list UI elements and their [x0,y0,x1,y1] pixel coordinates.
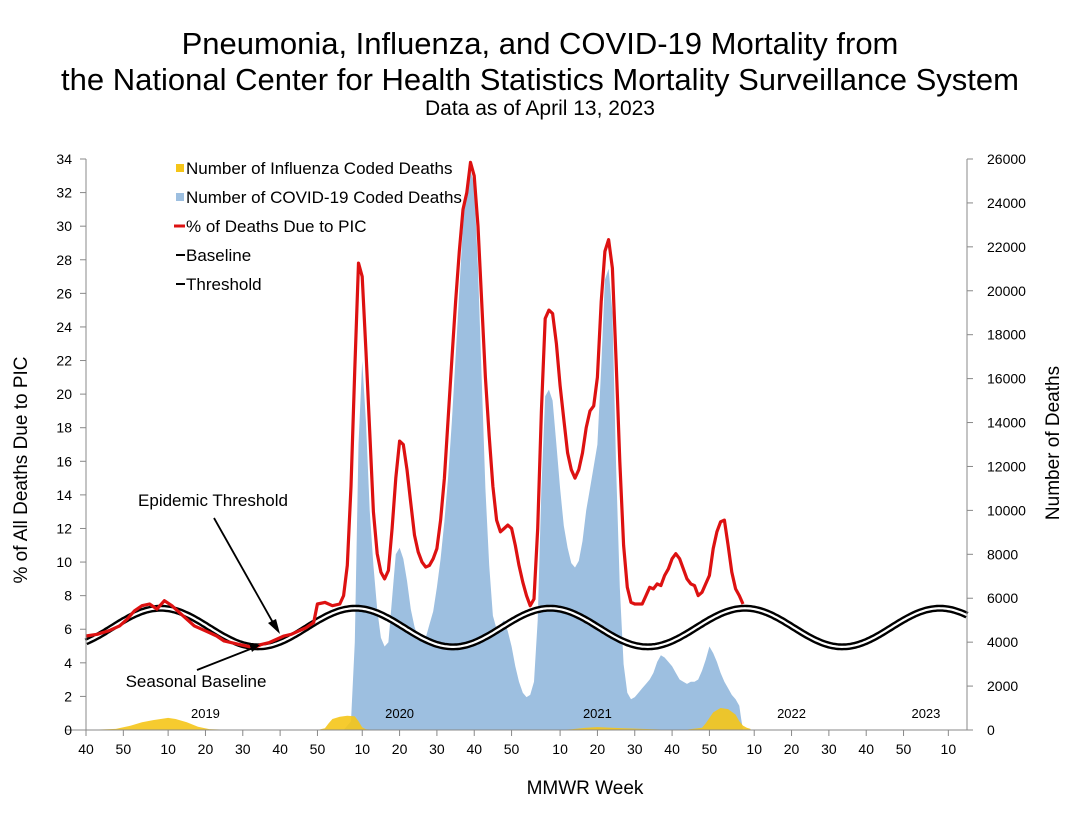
x-tick-label: 50 [896,741,912,757]
y-left-tick-label: 0 [64,722,72,738]
y-axis-left-title: % of All Deaths Due to PIC [11,356,32,583]
y-left-tick-label: 2 [64,688,72,704]
x-axis-title: MMWR Week [527,778,644,799]
area-layer [86,170,751,730]
x-tick-label: 40 [78,741,94,757]
y-right-tick-label: 16000 [987,371,1026,387]
x-tick-label: 30 [627,741,643,757]
legend-swatch-influenza [176,164,184,172]
threshold-arrow-head [268,619,280,634]
legend-label-covid: Number of COVID-19 Coded Deaths [186,188,462,207]
x-tick-label: 10 [941,741,957,757]
x-tick-label: 30 [235,741,251,757]
y-left-tick-label: 6 [64,621,72,637]
y-left-tick-label: 32 [56,185,72,201]
y-right-tick-label: 12000 [987,458,1026,474]
x-tick-label: 40 [664,741,680,757]
annotations: Epidemic Threshold Seasonal Baseline [126,491,288,691]
y-left-tick-label: 28 [56,252,72,268]
baseline-arrow-head [249,643,260,652]
y-right-tick-label: 20000 [987,283,1026,299]
x-tick-label: 40 [272,741,288,757]
x-tick-label: 10 [354,741,370,757]
year-label: 2021 [583,706,612,721]
x-tick-label: 20 [392,741,408,757]
pic-percent-line [85,160,745,650]
seasonal-baseline-annotation: Seasonal Baseline [126,672,267,691]
legend-swatch-covid [176,193,184,201]
year-label: 2023 [911,706,940,721]
y-left-tick-label: 24 [56,319,72,335]
y-right-tick-label: 26000 [987,151,1026,167]
x-tick-label: 50 [702,741,718,757]
y-right-tick-label: 14000 [987,415,1026,431]
legend-label-baseline: Baseline [186,246,251,265]
epidemic-threshold-annotation: Epidemic Threshold [138,491,288,510]
chart-subtitle: Data as of April 13, 2023 [425,97,655,120]
x-tick-label: 50 [310,741,326,757]
y-right-tick-label: 0 [987,722,995,738]
chart-title-line1: Pneumonia, Influenza, and COVID-19 Morta… [181,26,899,61]
x-tick-label: 20 [784,741,800,757]
y-right-tick-label: 18000 [987,327,1026,343]
y-right-tick-label: 4000 [987,634,1018,650]
x-tick-label: 10 [552,741,568,757]
y-left-tick-label: 10 [56,554,72,570]
x-tick-label: 30 [429,741,445,757]
y-left-tick-label: 8 [64,588,72,604]
year-label: 2020 [385,706,414,721]
y-left-tick-label: 12 [56,520,72,536]
chart-title-line2: the National Center for Health Statistic… [61,62,1019,97]
baseline-threshold-layer [84,604,969,651]
y-left-tick-label: 14 [56,487,72,503]
y-left-tick-label: 34 [56,151,72,167]
y-left-tick-label: 4 [64,655,72,671]
baseline-arrow-line [196,647,254,671]
year-label: 2022 [777,706,806,721]
legend: Number of Influenza Coded Deaths Number o… [174,159,462,294]
x-tick-label: 30 [821,741,837,757]
y-left-tick-label: 26 [56,285,72,301]
y-left-tick-label: 18 [56,420,72,436]
axes-layer: 0246810121416182022242628303234020004000… [56,151,1026,757]
y-left-tick-label: 16 [56,453,72,469]
legend-label-influenza: Number of Influenza Coded Deaths [186,159,453,178]
baseline-line-inner [85,607,968,649]
x-tick-label: 40 [858,741,874,757]
y-right-tick-label: 10000 [987,502,1026,518]
pic-line-layer [85,160,745,650]
year-label: 2019 [191,706,220,721]
threshold-arrow-line [213,517,277,629]
legend-label-threshold: Threshold [186,275,262,294]
x-tick-label: 50 [116,741,132,757]
covid-deaths-area [343,170,743,730]
y-axis-right-title: Number of Deaths [1043,366,1064,520]
y-right-tick-label: 6000 [987,590,1018,606]
y-right-tick-label: 22000 [987,239,1026,255]
y-left-tick-label: 30 [56,218,72,234]
influenza-deaths-area [86,708,751,730]
y-left-tick-label: 22 [56,353,72,369]
y-left-tick-label: 20 [56,386,72,402]
x-tick-label: 10 [746,741,762,757]
legend-label-pic: % of Deaths Due to PIC [186,217,366,236]
x-tick-label: 20 [198,741,214,757]
x-tick-label: 10 [160,741,176,757]
y-right-tick-label: 24000 [987,195,1026,211]
x-tick-label: 40 [466,741,482,757]
x-tick-label: 50 [504,741,520,757]
x-tick-label: 20 [590,741,606,757]
y-right-tick-label: 2000 [987,678,1018,694]
y-right-tick-label: 8000 [987,546,1018,562]
